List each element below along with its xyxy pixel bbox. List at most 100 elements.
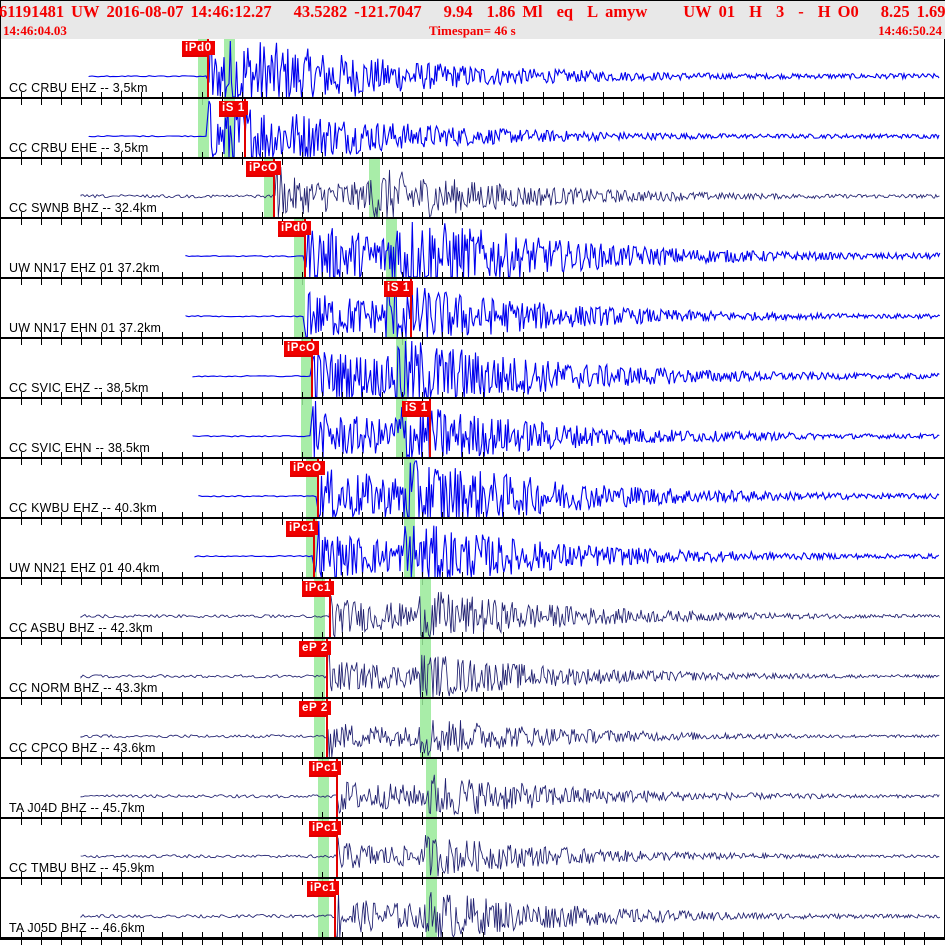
pick-phase-label[interactable]: iS 1 [219,101,248,115]
time-tick [282,152,283,159]
trace-row[interactable]: iPd0 CC CRBU EHZ -- 3.5km [1,39,944,105]
pick-phase-label[interactable]: iPc1 [309,821,342,835]
time-tick [763,699,764,705]
pick-phase-label[interactable]: iPd0 [182,41,215,55]
pick-marker-line[interactable] [313,519,315,579]
trace-row[interactable]: iPc1 TA J05D BHZ -- 46.6km [1,879,944,945]
phase-window-band [224,99,235,159]
time-tick [844,219,845,225]
time-axis-ticks-lower [1,939,944,948]
time-tick [743,279,744,285]
trace-row[interactable]: eP 2 CC NORM BHZ -- 43.3km [1,639,944,705]
pick-phase-label[interactable]: iPcO [290,461,325,475]
pick-marker-line[interactable] [326,639,328,699]
time-tick [21,519,22,525]
pick-phase-label[interactable]: iPc1 [309,761,342,775]
time-tick [583,392,584,399]
time-tick [743,572,744,579]
trace-row[interactable]: iPcO CC SWNB BHZ -- 32.4km [1,159,944,225]
trace-row[interactable]: iPc1 CC TMBU BHZ -- 45.9km [1,819,944,885]
pick-marker-line[interactable] [207,39,209,99]
pick-marker-line[interactable] [334,879,336,939]
time-tick [623,879,624,885]
time-tick [282,399,283,405]
time-tick [402,639,403,645]
pick-marker-line[interactable] [311,339,313,399]
time-axis-ticks [1,930,944,939]
time-tick [783,212,784,219]
pick-phase-label[interactable]: iPcO [284,341,319,355]
time-tick [723,812,724,819]
trace-row[interactable]: iPcO CC KWBU EHZ -- 40.3km [1,459,944,525]
time-tick [242,752,243,759]
event-summary-line: 61191481 UW 2016-08-07 14:46:12.27 43.5282 -1… [0,1,945,22]
pick-label-connector [182,55,207,57]
pick-phase-label[interactable]: iPc1 [307,881,340,895]
pick-marker-line[interactable] [336,819,338,879]
pick-marker-line[interactable] [273,159,275,219]
pick-marker-line[interactable] [304,219,306,279]
pick-marker-line[interactable] [336,759,338,819]
pick-marker-line[interactable] [317,459,319,519]
time-tick [543,579,544,585]
trace-row[interactable]: iPc1 UW NN21 EHZ 01 40.4km [1,519,944,585]
trace-row[interactable]: iPc1 CC ASBU BHZ -- 42.3km [1,579,944,645]
time-tick [603,452,604,459]
time-tick [162,279,163,285]
pick-phase-label[interactable]: eP 2 [299,701,331,715]
pick-label-connector [384,295,410,297]
time-tick [804,632,805,639]
pick-phase-label[interactable]: iS 1 [402,401,431,415]
trace-row[interactable]: iS 1 UW NN17 EHN 01 37.2km [1,279,944,345]
trace-row[interactable]: eP 2 CC CPCO BHZ -- 43.6km [1,699,944,765]
time-tick [884,212,885,219]
pick-marker-line[interactable] [244,99,246,159]
time-tick [81,932,82,939]
pick-phase-label[interactable]: iPc1 [286,521,319,535]
pick-marker-line[interactable] [429,399,431,459]
phase-window-band [264,159,275,219]
time-tick [924,639,925,645]
time-tick [322,279,323,285]
pick-phase-label[interactable]: iPd0 [278,221,311,235]
time-tick [503,879,504,885]
time-tick [864,872,865,879]
pick-label-connector [278,235,304,237]
time-tick [904,759,905,765]
time-tick [162,272,163,279]
pick-phase-label[interactable]: eP 2 [299,641,331,655]
time-tick [483,392,484,399]
time-tick [844,572,845,579]
time-tick [302,572,303,579]
trace-row[interactable]: iS 1 CC SVIC EHN -- 38.5km [1,399,944,465]
time-tick [723,219,724,225]
time-tick [462,392,463,399]
pick-phase-label[interactable]: iS 1 [384,281,413,295]
time-tick [824,752,825,759]
pick-marker-line[interactable] [410,279,412,339]
time-tick [41,392,42,399]
time-tick [663,699,664,705]
trace-row[interactable]: iPcO CC SVIC EHZ -- 38.5km [1,339,944,405]
pick-phase-label[interactable]: iPcO [246,161,281,175]
time-tick [322,519,323,525]
trace-row[interactable]: iS 1 CC CRBU EHE -- 3.5km [1,99,944,165]
pick-marker-line[interactable] [326,699,328,759]
pick-phase-label[interactable]: iPc1 [302,581,335,595]
trace-row[interactable]: iPc1 TA J04D BHZ -- 45.7km [1,759,944,825]
time-tick [643,819,644,825]
time-tick [543,99,544,105]
time-tick [41,399,42,405]
time-tick [442,759,443,765]
trace-stack[interactable]: iPd0 CC CRBU EHZ -- 3.5km iS 1 CC CRBU EHE … [1,39,944,945]
time-tick [864,512,865,519]
time-tick [282,452,283,459]
trace-row[interactable]: iPd0 UW NN17 EHZ 01 37.2km [1,219,944,285]
pick-marker-line[interactable] [329,579,331,639]
time-tick [643,219,644,225]
time-tick [864,159,865,165]
time-tick [563,872,564,879]
time-tick [663,92,664,99]
time-tick [342,699,343,705]
time-tick [623,872,624,879]
